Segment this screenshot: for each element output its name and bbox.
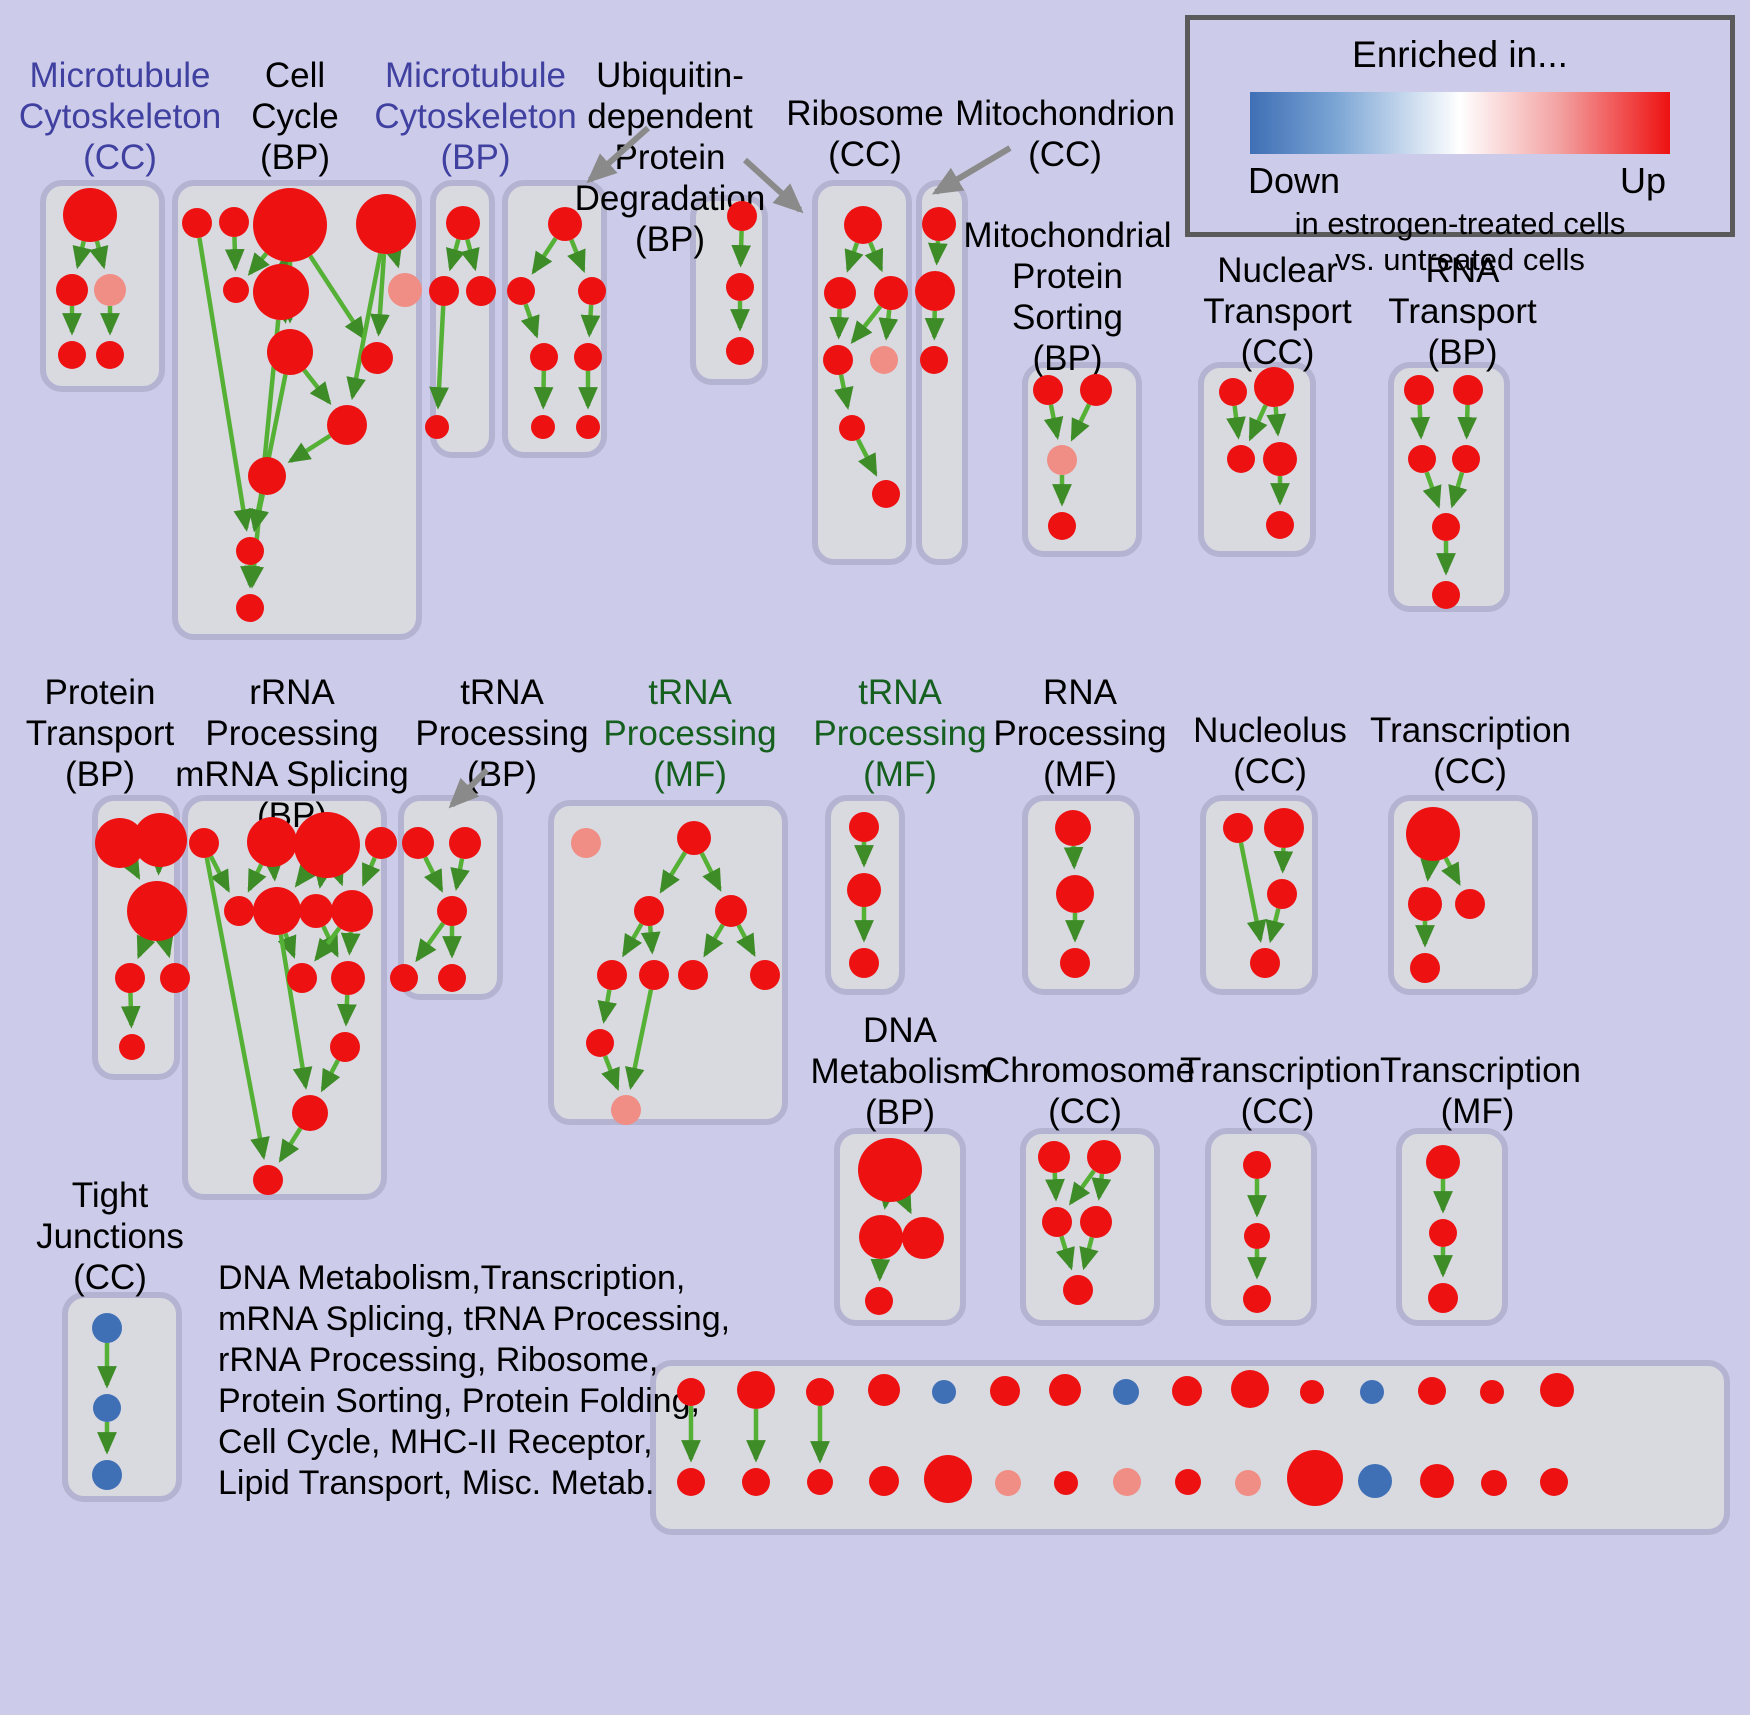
cluster-label-trna-processing-bp: tRNA Processing (BP) [415, 673, 589, 794]
cluster-label-chromosome-cc: Chromosome (CC) [985, 1051, 1196, 1131]
cluster-box-nuclear-transport-cc[interactable] [1198, 362, 1316, 557]
cluster-box-rna-processing-mf[interactable] [1022, 795, 1140, 995]
cluster-label-cell-cycle-bp: Cell Cycle (BP) [251, 56, 339, 177]
cluster-box-ribosome-cc[interactable] [812, 180, 912, 565]
cluster-box-nucleolus-cc[interactable] [1200, 795, 1318, 995]
cluster-box-rna-transport-bp[interactable] [1388, 362, 1510, 612]
cluster-label-rna-processing-mf: RNA Processing (MF) [993, 673, 1167, 794]
cluster-label-transcription-mf: Transcription (MF) [1380, 1051, 1581, 1131]
cluster-box-cell-cycle-bp[interactable] [172, 180, 422, 640]
cluster-label-ubiquitin-dependent-protein-degradation-bp: Ubiquitin- dependent Protein Degradation… [574, 56, 766, 259]
cluster-label-protein-transport-bp: Protein Transport (BP) [25, 673, 175, 794]
cluster-box-misc-wide-panel[interactable] [650, 1360, 1730, 1535]
legend-color-bar [1250, 92, 1670, 154]
cluster-box-protein-transport-bp[interactable] [92, 795, 180, 1080]
cluster-label-rrna-processing-mrna-splicing-bp: rRNA Processing mRNA Splicing (BP) [175, 673, 409, 835]
legend-panel: Enriched in... Down Up in estrogen-treated … [1185, 15, 1735, 277]
cluster-box-mitochondrial-protein-sorting-bp[interactable] [1022, 362, 1142, 557]
cluster-label-nucleolus-cc: Nucleolus (CC) [1193, 711, 1347, 791]
cluster-label-trna-processing-mf-1: tRNA Processing (MF) [603, 673, 777, 794]
cluster-box-trna-processing-mf-1[interactable] [548, 800, 788, 1125]
cluster-label-transcription-cc-top: Transcription (CC) [1370, 711, 1571, 791]
cluster-label-rna-transport-bp: RNA Transport (BP) [1388, 251, 1537, 372]
cluster-label-microtubule-cytoskeleton-bp: Microtubule Cytoskeleton (BP) [374, 56, 577, 177]
cluster-label-transcription-cc-bottom: Transcription (CC) [1180, 1051, 1381, 1131]
cluster-box-trna-processing-mf-2[interactable] [825, 795, 905, 995]
cluster-label-microtubule-cytoskeleton-cc: Microtubule Cytoskeleton (CC) [18, 56, 222, 177]
cluster-box-chromosome-cc[interactable] [1020, 1128, 1160, 1326]
cluster-label-trna-processing-mf-2: tRNA Processing (MF) [813, 673, 987, 794]
legend-up-label: Up [1619, 160, 1666, 201]
cluster-box-transcription-mf[interactable] [1396, 1128, 1508, 1326]
cluster-box-rrna-mrna-splicing-bp[interactable] [182, 795, 387, 1200]
cluster-label-mitochondrial-protein-sorting-bp: Mitochondrial Protein Sorting (BP) [963, 216, 1172, 378]
cluster-box-microtubule-cytoskeleton-cc[interactable] [40, 180, 165, 392]
cluster-box-trna-processing-bp[interactable] [398, 795, 503, 1000]
cluster-label-ribosome-cc: Ribosome (CC) [786, 94, 944, 174]
cluster-label-tight-junctions-cc: Tight Junctions (CC) [36, 1176, 184, 1297]
legend-down-label: Down [1248, 160, 1341, 201]
cluster-label-nuclear-transport-cc: Nuclear Transport (CC) [1203, 251, 1352, 372]
cluster-box-dna-metabolism-bp[interactable] [834, 1128, 966, 1326]
cluster-label-dna-metabolism-bp: DNA Metabolism (BP) [810, 1011, 990, 1132]
cluster-box-transcription-cc-top[interactable] [1388, 795, 1538, 995]
cluster-box-transcription-cc-bottom[interactable] [1205, 1128, 1317, 1326]
cluster-box-microtubule-cytoskeleton-bp[interactable] [430, 180, 495, 458]
legend-title: Enriched in... [1352, 34, 1568, 75]
misc-categories-text: DNA Metabolism,Transcription, mRNA Splic… [218, 1259, 731, 1502]
cluster-box-tight-junctions-cc[interactable] [62, 1292, 182, 1502]
legend-subtitle: in estrogen-treated cells vs. untreated … [1294, 206, 1626, 277]
cluster-label-mitochondrion-cc: Mitochondrion (CC) [955, 94, 1175, 174]
